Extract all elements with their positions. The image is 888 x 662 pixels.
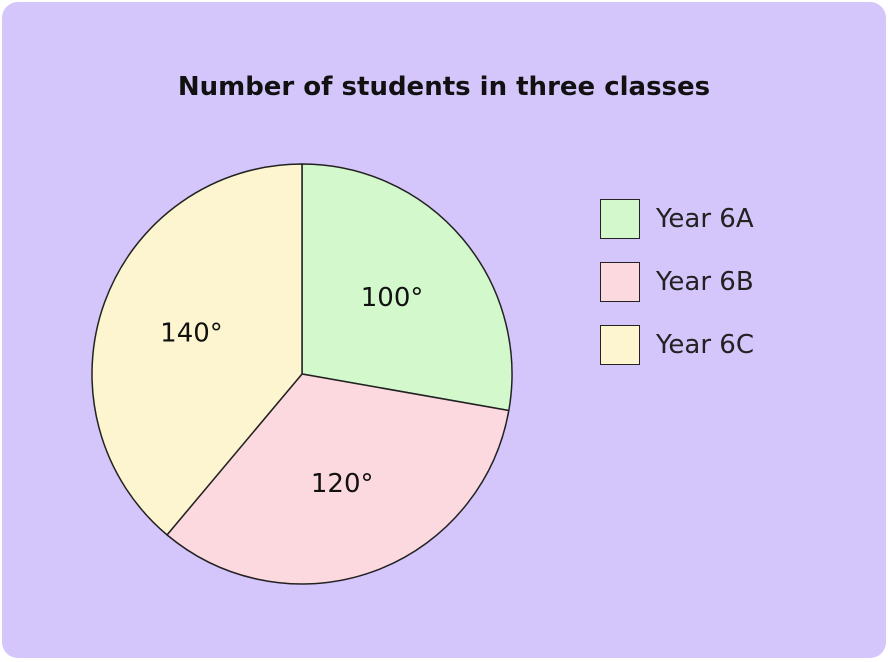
legend-label-year-6b: Year 6B [656, 267, 754, 297]
pie-slice-year-6a [301, 163, 513, 412]
slice-label-year-6c: 140° [160, 318, 223, 348]
legend-swatch-year-6a [600, 199, 640, 239]
legend-swatch-year-6c [600, 325, 640, 365]
chart-title: Number of students in three classes [177, 72, 711, 102]
pie-slice-year-6b [166, 373, 510, 585]
slice-label-year-6a: 100° [361, 283, 424, 313]
legend: Year 6A Year 6B Year 6C [600, 197, 754, 386]
slice-label-year-6b: 120° [311, 469, 374, 499]
legend-label-year-6c: Year 6C [656, 330, 755, 360]
legend-item-year-6b: Year 6B [600, 260, 754, 304]
legend-swatch-year-6b [600, 262, 640, 302]
legend-item-year-6c: Year 6C [600, 323, 754, 367]
legend-label-year-6a: Year 6A [656, 204, 754, 234]
pie-slice-year-6c [91, 163, 303, 536]
legend-item-year-6a: Year 6A [600, 197, 754, 241]
